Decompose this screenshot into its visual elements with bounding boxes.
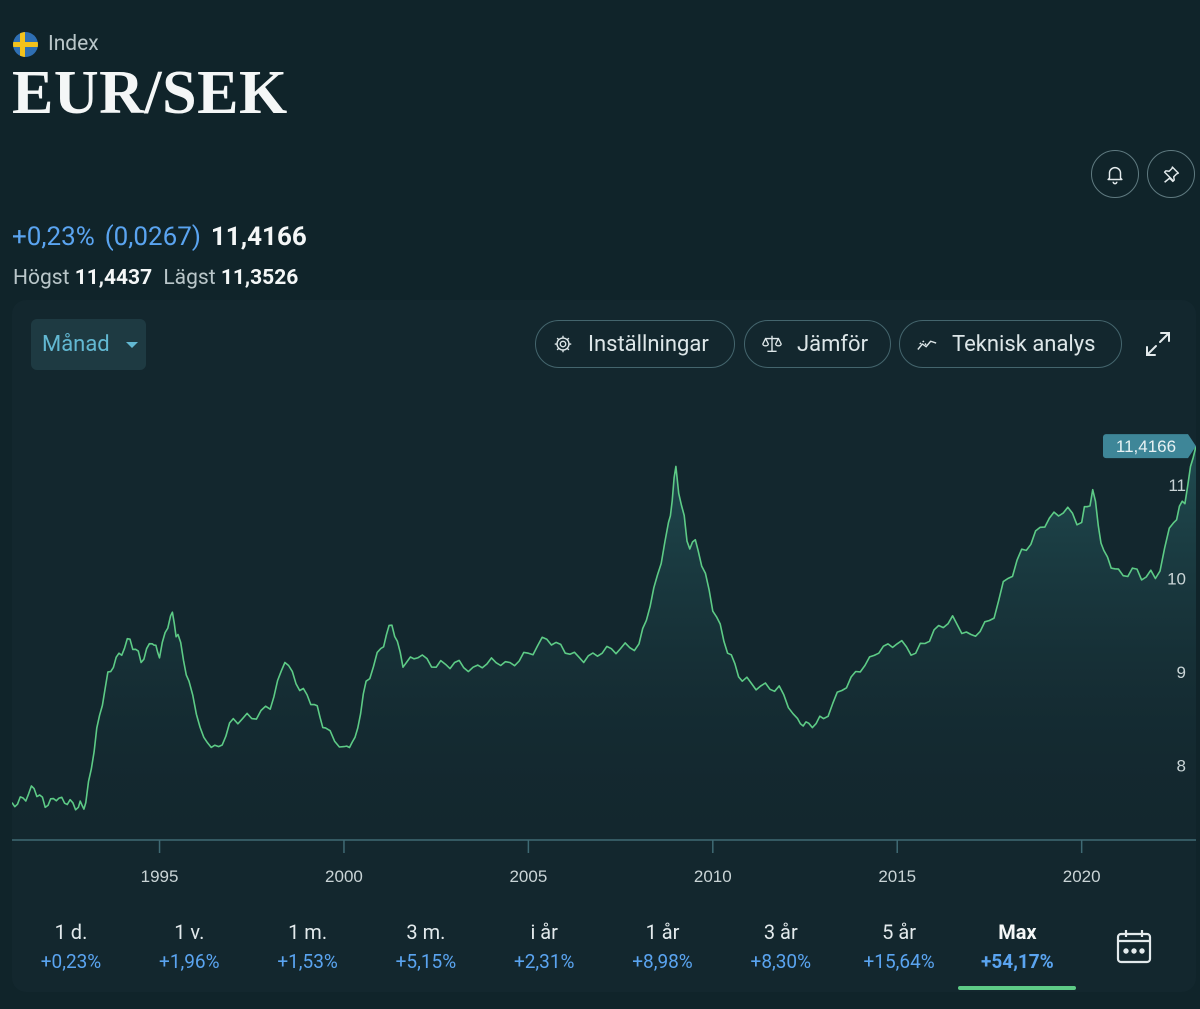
caret-down-icon: [125, 341, 138, 348]
timeframe-label: 5 år: [882, 920, 917, 944]
timeframe-button[interactable]: i år +2,31%: [485, 902, 603, 992]
expand-icon[interactable]: [1143, 329, 1173, 359]
last-value-label: 11,4166: [1116, 437, 1176, 456]
pin-icon: [1163, 166, 1180, 183]
last-price: 11,4166: [210, 222, 307, 252]
settings-label: Inställningar: [588, 331, 709, 357]
timeframe-change: +2,31%: [513, 950, 575, 973]
high-low-row: Högst 11,4437 Lägst 11,3526: [13, 266, 298, 290]
instrument-type: Index: [13, 30, 99, 58]
y-tick-label: 8: [1177, 756, 1186, 775]
timeframe-label: i år: [530, 920, 558, 944]
sweden-flag-icon: [13, 31, 38, 57]
timeframe-change: +54,17%: [981, 950, 1054, 973]
pin-button[interactable]: [1147, 150, 1195, 198]
x-tick-label: 2000: [325, 867, 363, 886]
x-tick-label: 2005: [509, 867, 547, 886]
chart-card: 1995 2000 2005 2010 2015 2020 8 9 10 11 11,4166 Må…: [12, 300, 1196, 992]
change-percent: +0,23%: [12, 222, 95, 252]
timeframe-label: 1 v.: [174, 920, 205, 944]
page-title: EUR/SEK: [12, 59, 288, 127]
high-value: 11,4437: [74, 266, 153, 290]
calendar-icon[interactable]: [1116, 928, 1152, 964]
type-label: Index: [48, 32, 99, 56]
y-tick-label: 11: [1168, 476, 1186, 495]
x-tick-label: 2015: [878, 867, 916, 886]
period-label: Månad: [42, 332, 110, 357]
chart-area-fill: [12, 446, 1196, 840]
series-line: [12, 445, 1196, 811]
compare-button[interactable]: Jämför: [744, 320, 891, 368]
last-value-badge: [1103, 434, 1196, 459]
alert-button[interactable]: [1091, 150, 1139, 198]
compare-label: Jämför: [797, 331, 869, 357]
timeframe-change: +5,15%: [395, 950, 457, 973]
timeframe-button[interactable]: 3 år +8,30%: [722, 902, 840, 992]
technical-analysis-button[interactable]: Teknisk analys: [899, 320, 1122, 368]
timeframe-label: 3 år: [763, 920, 798, 944]
y-tick-label: 10: [1167, 569, 1186, 588]
bell-icon: [1107, 166, 1123, 185]
timeframe-button[interactable]: 1 v. +1,96%: [130, 902, 248, 992]
timeframe-change: +8,98%: [632, 950, 693, 973]
timeframe-button[interactable]: 5 år +15,64%: [840, 902, 958, 992]
timeframe-change: +1,53%: [277, 950, 338, 973]
technical-analysis-label: Teknisk analys: [952, 331, 1096, 357]
settings-button[interactable]: Inställningar: [535, 320, 735, 368]
x-tick-label: 2010: [694, 867, 732, 886]
timeframe-button[interactable]: 1 år +8,98%: [604, 902, 722, 992]
timeframe-label: 1 m.: [288, 920, 328, 944]
x-tick-label: 2020: [1063, 867, 1101, 886]
low-value: 11,3526: [220, 266, 299, 290]
scale-icon: [762, 335, 782, 353]
timeframe-change: +15,64%: [863, 950, 935, 973]
timeframe-label: Max: [998, 920, 1037, 944]
gear-icon: [554, 335, 572, 353]
timeframe-bar: 1 d. +0,23% 1 v. +1,96% 1 m. +1,53% 3 m. +5,15%…: [12, 902, 1196, 992]
timeframe-button[interactable]: 1 m. +1,53%: [249, 902, 367, 992]
y-tick-label: 9: [1177, 663, 1186, 682]
timeframe-change: +0,23%: [40, 950, 102, 973]
timeframe-change: +1,96%: [159, 950, 220, 973]
timeframe-button[interactable]: 3 m. +5,15%: [367, 902, 485, 992]
low-label: Lägst: [163, 266, 216, 290]
price-change-row: +0,23% (0,0267) 11,4166: [12, 222, 307, 252]
change-absolute: (0,0267): [104, 222, 201, 252]
timeframe-label: 3 m.: [406, 920, 446, 944]
active-indicator: [958, 986, 1077, 990]
timeframe-label: 1 år: [645, 920, 680, 944]
trend-line-icon: [917, 340, 937, 350]
x-tick-label: 1995: [141, 867, 179, 886]
timeframe-change: +8,30%: [750, 950, 812, 973]
period-dropdown[interactable]: Månad: [31, 319, 146, 370]
timeframe-label: 1 d.: [54, 920, 88, 944]
timeframe-button[interactable]: Max +54,17%: [958, 902, 1077, 992]
price-chart[interactable]: 1995 2000 2005 2010 2015 2020 8 9 10 11 11,4166: [12, 300, 1196, 992]
timeframe-button[interactable]: 1 d. +0,23%: [12, 902, 130, 992]
high-label: Högst: [13, 266, 70, 290]
